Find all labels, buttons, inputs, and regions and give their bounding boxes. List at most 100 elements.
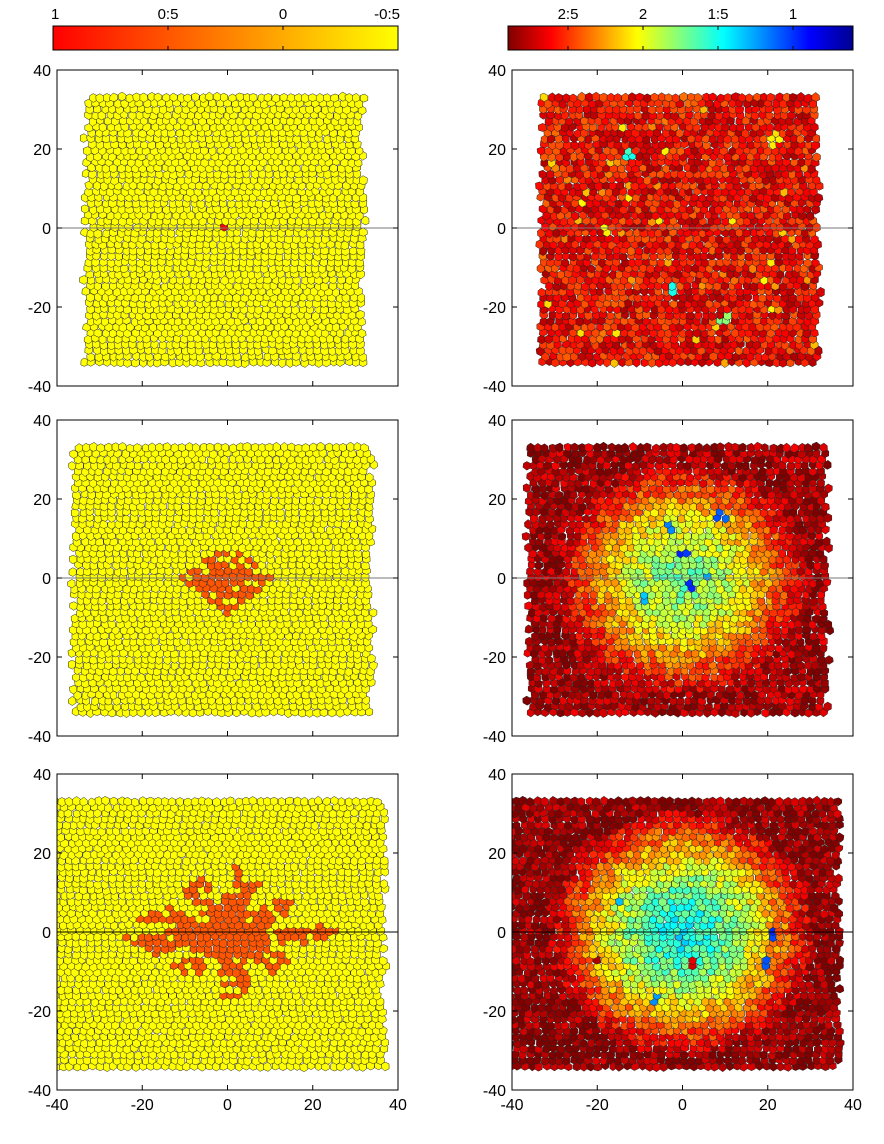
cell	[268, 519, 278, 530]
cell	[808, 335, 818, 344]
cell	[173, 346, 182, 357]
cell	[337, 275, 346, 285]
cell	[228, 571, 238, 582]
cell	[313, 234, 322, 245]
cell	[243, 287, 252, 297]
cell	[596, 322, 605, 332]
cell	[643, 175, 652, 186]
cell	[344, 667, 353, 677]
cell	[291, 304, 300, 316]
cell	[664, 93, 673, 103]
cell	[175, 667, 184, 677]
cell	[801, 105, 812, 115]
cell	[707, 311, 717, 321]
cell	[683, 281, 692, 292]
cell	[812, 222, 821, 233]
cell	[263, 93, 272, 103]
cell	[117, 91, 127, 102]
cell	[196, 507, 205, 517]
cell	[766, 92, 776, 103]
colorbar-tick-label: 2	[639, 6, 647, 23]
cell	[645, 263, 655, 274]
cell	[554, 252, 563, 262]
cell	[208, 239, 218, 250]
cell	[121, 514, 131, 524]
cell	[80, 227, 89, 238]
cell	[98, 122, 107, 133]
y-tick-label: 40	[33, 63, 51, 80]
cell	[256, 537, 265, 548]
cell	[120, 264, 129, 274]
cell	[341, 619, 351, 630]
cell	[80, 204, 89, 214]
cell	[67, 579, 76, 589]
cell	[766, 251, 775, 261]
cell	[282, 264, 291, 274]
cell	[649, 252, 658, 262]
cell	[537, 287, 546, 297]
cell	[82, 146, 92, 156]
cell	[335, 673, 344, 683]
cell	[649, 328, 658, 338]
cell	[319, 305, 329, 315]
cell	[569, 93, 578, 103]
y-tick-label: 0	[497, 221, 506, 238]
cell	[173, 514, 182, 524]
cell	[685, 310, 695, 321]
cell	[169, 92, 178, 102]
cell	[109, 537, 119, 547]
cell	[723, 93, 732, 103]
cell	[685, 109, 694, 120]
cell	[796, 134, 805, 145]
cell	[167, 229, 176, 238]
cell	[693, 93, 703, 103]
cell	[185, 655, 194, 665]
cell	[202, 251, 212, 262]
cell	[332, 526, 341, 536]
cell	[86, 352, 95, 362]
cell	[353, 549, 363, 559]
cell	[708, 158, 717, 168]
cell	[759, 92, 768, 102]
cell	[535, 346, 545, 357]
cell	[261, 619, 271, 629]
cell	[707, 258, 717, 268]
cell	[735, 122, 745, 133]
cell	[150, 339, 159, 350]
cell	[560, 110, 570, 121]
cell	[279, 578, 288, 589]
cell	[158, 246, 167, 256]
cell	[360, 560, 370, 571]
cell	[803, 258, 812, 268]
cell	[765, 110, 774, 121]
cell	[746, 211, 756, 221]
cell	[582, 257, 591, 268]
colorbar-tick-label: 1	[51, 6, 59, 23]
cell	[328, 281, 337, 291]
cell	[253, 346, 263, 357]
cell	[615, 181, 625, 191]
cell	[203, 514, 213, 524]
cell	[320, 619, 329, 629]
cell	[304, 251, 313, 262]
cell	[634, 246, 644, 256]
cell	[310, 264, 320, 274]
cell	[663, 257, 673, 268]
cell	[213, 91, 222, 102]
cell	[305, 305, 315, 315]
cell	[281, 595, 291, 605]
cell	[262, 199, 271, 210]
cell	[535, 181, 544, 191]
cell	[292, 234, 301, 244]
cell	[719, 322, 728, 332]
cell	[289, 602, 298, 611]
cell	[340, 240, 350, 251]
cell	[264, 175, 273, 185]
cell	[696, 210, 705, 221]
cell	[811, 204, 820, 215]
cell	[244, 701, 252, 712]
cell	[200, 146, 209, 156]
cell	[642, 316, 651, 327]
cell	[148, 322, 158, 333]
